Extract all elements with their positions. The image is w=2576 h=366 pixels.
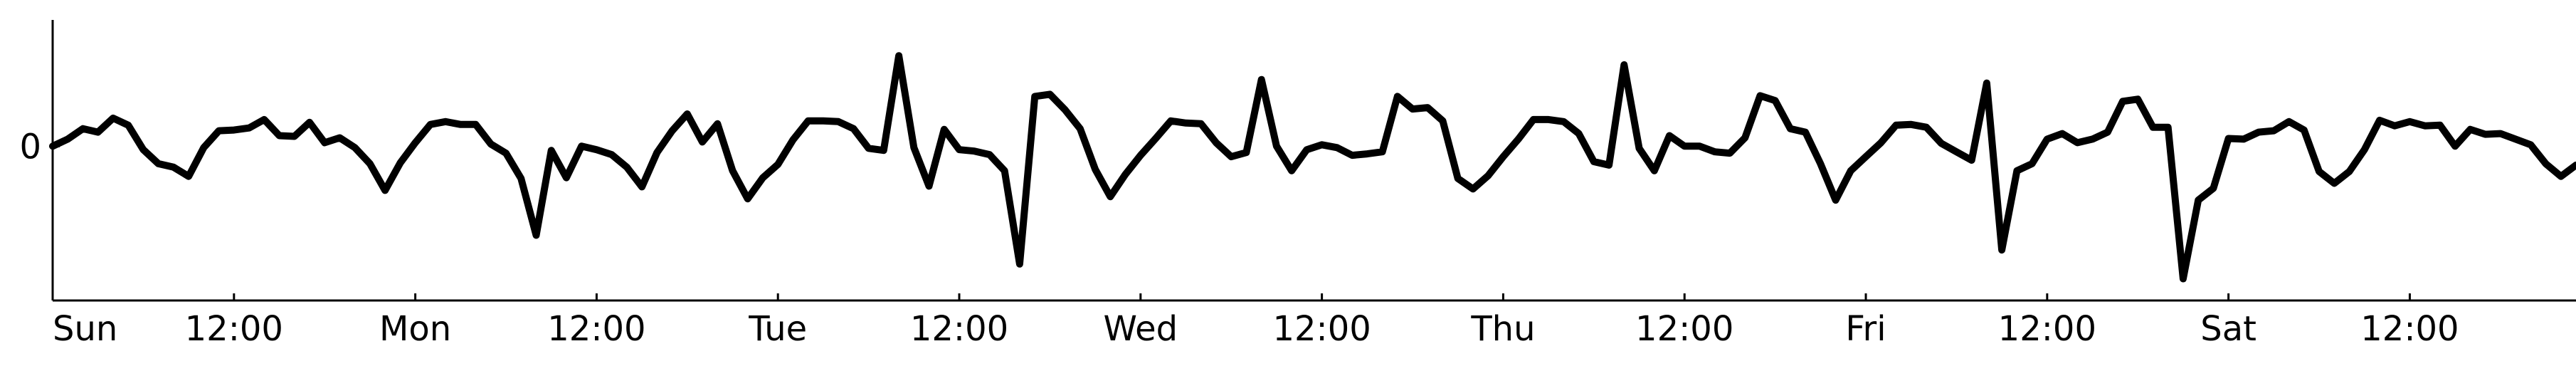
x-tick-label: 12:00 <box>2360 309 2459 349</box>
x-tick-label: 12:00 <box>1272 309 1371 349</box>
series-line <box>49 52 2576 283</box>
x-tick-label: Sat <box>2200 309 2256 349</box>
x-tick-label: 12:00 <box>1635 309 1733 349</box>
x-tick-label: Fri <box>1845 309 1886 349</box>
x-tick-label: Sun <box>53 309 117 349</box>
x-axis-ticks: Sun 12:00 Mon 12:00 Tue 12:00 Wed 12:00 Thu 12:00… <box>51 293 2459 349</box>
series-group <box>49 52 2576 283</box>
x-tick-label: Tue <box>748 309 807 349</box>
x-tick-label: Wed <box>1103 309 1178 349</box>
x-tick-label: 12:00 <box>910 309 1008 349</box>
x-tick-label: 12:00 <box>547 309 645 349</box>
x-tick-label: Thu <box>1470 309 1535 349</box>
y-tick-label: 0 <box>19 127 41 167</box>
x-tick-label: 12:00 <box>1998 309 2096 349</box>
x-tick-label: Mon <box>379 309 451 349</box>
x-tick-label: 12:00 <box>185 309 283 349</box>
